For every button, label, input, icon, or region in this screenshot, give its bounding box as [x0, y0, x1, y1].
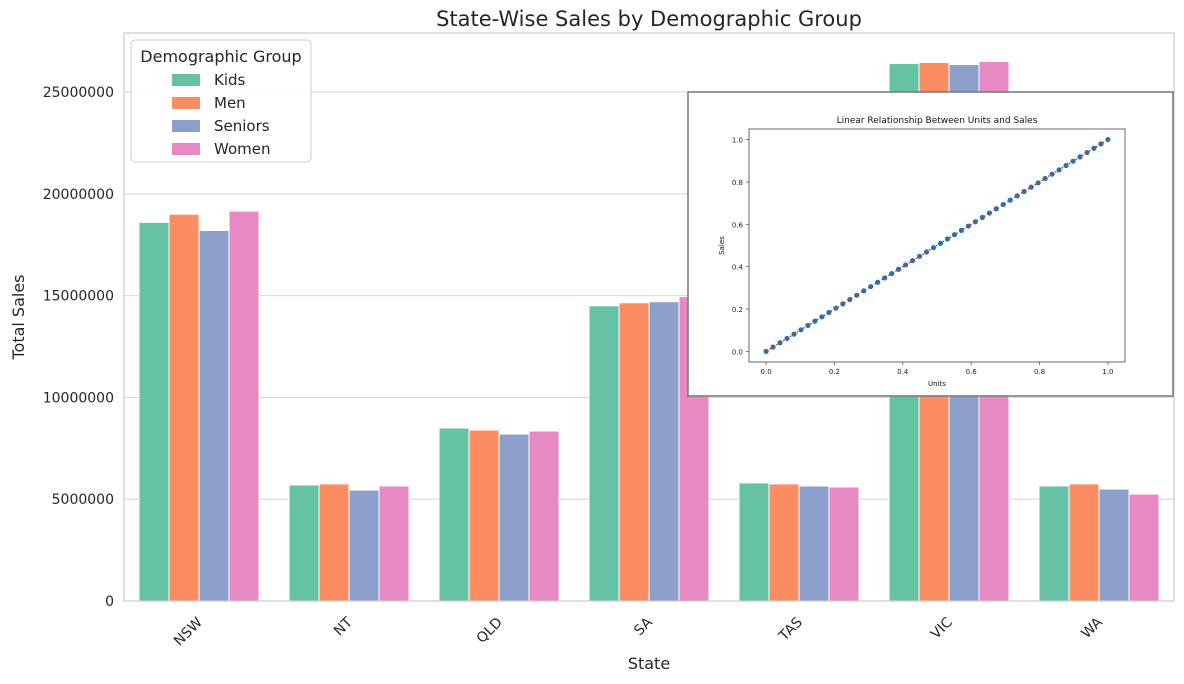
x-tick-label: NSW	[171, 614, 206, 649]
bar-men-qld	[468, 429, 500, 602]
inset-y-tick-label: 0.0	[732, 348, 743, 356]
inset-scatter-point	[1091, 145, 1097, 151]
inset-fit-line	[765, 138, 1109, 353]
inset-scatter-point	[951, 232, 958, 238]
inset-scatter-point	[889, 270, 895, 277]
y-axis-label: Total Sales	[9, 274, 28, 360]
inset-x-tick-label: 0.6	[966, 368, 978, 376]
legend-label-seniors: Seniors	[214, 117, 270, 135]
bar-seniors-tas	[798, 485, 830, 602]
y-tick-label: 25000000	[43, 85, 114, 101]
bar-men-sa	[618, 302, 650, 602]
inset-scatter-point	[896, 266, 902, 272]
inset-title: Linear Relationship Between Units and Sa…	[837, 116, 1038, 126]
y-tick-label: 10000000	[43, 390, 114, 406]
x-tick-label: QLD	[474, 615, 506, 647]
bar-seniors-nt	[348, 489, 380, 602]
inset-scatter-point	[958, 227, 965, 233]
inset-y-tick-label: 1.0	[732, 137, 743, 145]
bar-seniors-nsw	[198, 229, 230, 602]
inset-x-tick-label: 0.4	[897, 368, 909, 376]
inset-chart: 0.0 0.2 0.4 0.6 0.8 1.0 0.0 0.2 0.4 0.6 0.8 1.0 Line…	[687, 91, 1174, 397]
x-axis-label: State	[628, 654, 670, 673]
bar-kids-wa	[1038, 485, 1070, 602]
legend-label-men: Men	[214, 94, 246, 112]
legend-label-kids: Kids	[214, 71, 246, 89]
inset-y-tick-label: 0.8	[732, 179, 743, 187]
bar-women-tas	[828, 486, 860, 602]
x-tick-label: SA	[631, 614, 656, 639]
bar-seniors-wa	[1098, 488, 1130, 602]
bar-women-nsw	[228, 210, 260, 602]
bar-women-nt	[378, 485, 410, 602]
legend-label-women: Women	[214, 140, 270, 158]
inset-scatter-point	[819, 314, 825, 320]
y-tick-label: 20000000	[43, 187, 114, 203]
bar-men-nsw	[168, 213, 200, 602]
y-tick-label: 15000000	[43, 289, 114, 305]
y-tick-label: 5000000	[52, 492, 114, 508]
bar-kids-nsw	[138, 221, 170, 602]
legend-title: Demographic Group	[140, 47, 301, 66]
inset-y-tick-label: 0.2	[732, 306, 743, 314]
legend-swatch-women	[172, 143, 200, 155]
y-tick-label: 0	[105, 594, 114, 610]
x-tick-label: WA	[1078, 614, 1106, 642]
bar-kids-sa	[588, 305, 620, 602]
x-tick-label: NT	[331, 614, 356, 639]
bar-men-wa	[1068, 483, 1100, 602]
x-tick-label: VIC	[928, 614, 956, 642]
bar-seniors-sa	[648, 301, 680, 602]
inset-y-tick-label: 0.4	[732, 264, 744, 272]
bar-seniors-qld	[498, 433, 530, 602]
legend: Demographic Group Kids Men Seniors Women	[130, 39, 312, 163]
bar-kids-nt	[288, 484, 320, 602]
inset-x-tick-label: 1.0	[1102, 368, 1113, 376]
chart-title: State-Wise Sales by Demographic Group	[436, 7, 862, 31]
legend-swatch-seniors	[172, 120, 200, 132]
bar-men-nt	[318, 483, 350, 602]
inset-scatter-point	[1028, 184, 1034, 190]
inset-x-tick-label: 0.2	[829, 368, 840, 376]
bar-kids-tas	[738, 482, 770, 602]
legend-swatch-men	[172, 97, 200, 109]
inset-y-tick-label: 0.6	[732, 221, 744, 229]
bar-men-tas	[768, 483, 800, 602]
legend-swatch-kids	[172, 74, 200, 86]
bar-women-qld	[528, 430, 560, 602]
bar-women-wa	[1128, 493, 1160, 602]
inset-x-tick-label: 0.0	[761, 368, 772, 376]
inset-scatter-point	[1084, 149, 1090, 156]
x-tick-label: TAS	[775, 614, 805, 644]
inset-y-axis-label: Sales	[718, 236, 726, 255]
bar-kids-qld	[438, 427, 470, 602]
inset-x-axis-label: Units	[928, 380, 946, 388]
plot-frame	[123, 32, 1175, 602]
inset-x-tick-label: 0.8	[1034, 368, 1045, 376]
